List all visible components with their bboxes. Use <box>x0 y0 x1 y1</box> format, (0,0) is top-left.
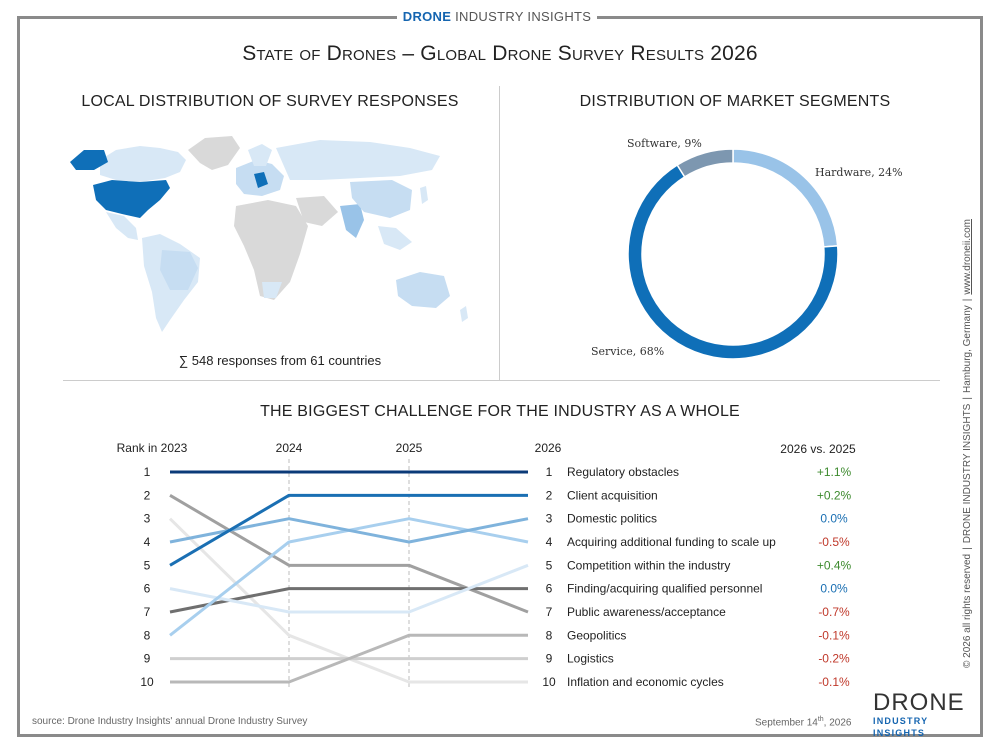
date-prefix: September 14 <box>755 717 818 729</box>
side-separator: | <box>962 298 973 302</box>
side-separator: | <box>962 547 973 550</box>
donut-label-software: Software, 9% <box>627 137 702 150</box>
side-location: Hamburg, Germany <box>962 305 973 394</box>
date-suffix: th <box>817 716 824 723</box>
copyright-text: © 2026 all rights reserved <box>962 553 973 668</box>
brand-name-bold: DRONE <box>402 9 452 24</box>
brand-name-rest: INDUSTRY INSIGHTS <box>451 9 592 24</box>
horizontal-divider <box>63 380 940 381</box>
donut-label-hardware: Hardware, 24% <box>815 166 903 179</box>
website-link[interactable]: www.droneii.com <box>962 219 973 295</box>
vertical-divider <box>499 86 500 380</box>
map-section-title: LOCAL DISTRIBUTION OF SURVEY RESPONSES <box>81 93 459 110</box>
side-copyright: © 2026 all rights reserved | DRONE INDUSTR… <box>962 219 973 668</box>
donut-label-service: Service, 68% <box>591 345 665 358</box>
side-separator: | <box>962 397 973 400</box>
brand-header: DRONE INDUSTRY INSIGHTS <box>397 7 597 27</box>
donut-section-title: DISTRIBUTION OF MARKET SEGMENTS <box>579 93 891 110</box>
map-responses-note: ∑ 548 responses from 61 countries <box>178 353 382 368</box>
logo-line1: DRONE <box>873 689 965 716</box>
page-frame <box>17 16 983 737</box>
date-year: , 2026 <box>823 717 852 729</box>
page-title: State of Drones – Global Drone Survey Re… <box>242 42 758 65</box>
footer-date: September 14th, 2026 <box>755 716 851 728</box>
company-logo: DRONE INDUSTRY INSIGHTS <box>873 691 973 739</box>
logo-line2: INDUSTRY INSIGHTS <box>873 716 929 738</box>
bump-section-title: THE BIGGEST CHALLENGE FOR THE INDUSTRY A… <box>260 403 740 420</box>
footer-source: source: Drone Industry Insights' annual … <box>32 716 308 727</box>
side-company: DRONE INDUSTRY INSIGHTS <box>962 403 973 544</box>
